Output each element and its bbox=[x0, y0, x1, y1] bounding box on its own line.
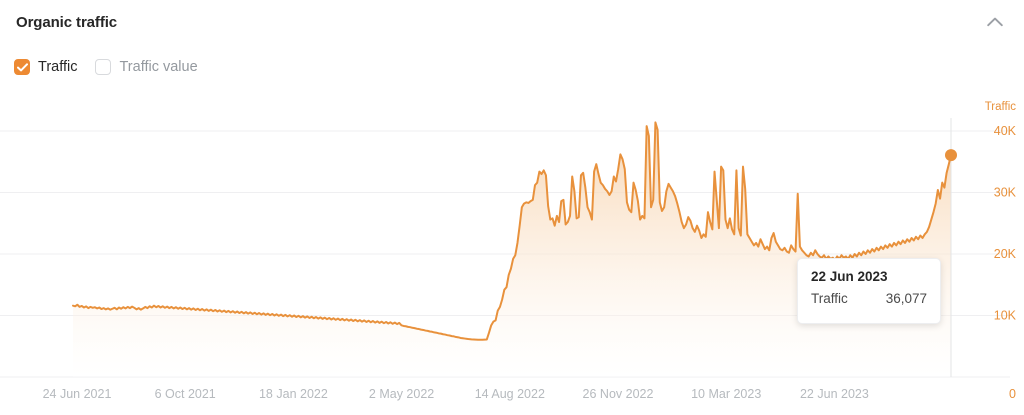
series-legend: Traffic Traffic value bbox=[14, 59, 198, 75]
chart-tooltip: 22 Jun 2023 Traffic 36,077 bbox=[797, 258, 941, 324]
chart-svg: 0 10K 20K 30K 40K Traffic 24 Jun 2021 6 Oct 20… bbox=[0, 101, 1017, 401]
x-tick-label: 14 Aug 2022 bbox=[475, 387, 545, 401]
chart-highlight-point bbox=[945, 149, 957, 162]
chart-area-fill bbox=[73, 122, 951, 377]
panel-header: Organic traffic bbox=[0, 0, 1024, 44]
x-tick-label: 26 Nov 2022 bbox=[583, 387, 654, 401]
y-tick-label: 20K bbox=[994, 247, 1017, 261]
x-tick-label: 18 Jan 2022 bbox=[259, 387, 328, 401]
x-tick-label: 6 Oct 2021 bbox=[155, 387, 216, 401]
y-tick-label: 30K bbox=[994, 186, 1017, 200]
chart-y-axis: 0 10K 20K 30K 40K Traffic bbox=[985, 101, 1017, 401]
legend-item-traffic[interactable]: Traffic bbox=[14, 59, 77, 75]
legend-item-traffic-value[interactable]: Traffic value bbox=[95, 59, 198, 75]
y-axis-unit-label: Traffic bbox=[985, 101, 1017, 113]
x-tick-label: 10 Mar 2023 bbox=[691, 387, 761, 401]
highlight-dot bbox=[945, 149, 957, 162]
traffic-line bbox=[72, 121, 952, 341]
x-tick-label: 24 Jun 2021 bbox=[43, 387, 112, 401]
tooltip-date: 22 Jun 2023 bbox=[811, 269, 888, 284]
tooltip-metric-value: 36,077 bbox=[885, 291, 927, 306]
legend-label-traffic: Traffic bbox=[38, 59, 78, 75]
page-title: Organic traffic bbox=[16, 13, 118, 31]
traffic-area bbox=[73, 122, 951, 377]
traffic-checkbox[interactable] bbox=[14, 59, 30, 75]
chart-x-axis: 24 Jun 2021 6 Oct 2021 18 Jan 2022 2 May 20… bbox=[43, 387, 869, 401]
tooltip-metric-label: Traffic bbox=[811, 291, 848, 306]
legend-label-traffic-value: Traffic value bbox=[119, 59, 198, 75]
organic-traffic-chart[interactable]: 0 10K 20K 30K 40K Traffic 24 Jun 2021 6 Oct 20… bbox=[0, 96, 1024, 415]
chevron-up-icon bbox=[987, 17, 1003, 27]
tooltip-metric-row: Traffic 36,077 bbox=[811, 291, 927, 306]
collapse-panel-button[interactable] bbox=[982, 9, 1008, 35]
y-tick-label: 40K bbox=[994, 124, 1017, 138]
x-tick-label: 22 Jun 2023 bbox=[800, 387, 869, 401]
chart-line bbox=[72, 121, 952, 341]
y-tick-label: 10K bbox=[994, 309, 1017, 323]
y-tick-label: 0 bbox=[1009, 387, 1016, 401]
x-tick-label: 2 May 2022 bbox=[369, 387, 434, 401]
checkmark-icon bbox=[16, 62, 28, 71]
traffic-value-checkbox[interactable] bbox=[95, 59, 112, 75]
